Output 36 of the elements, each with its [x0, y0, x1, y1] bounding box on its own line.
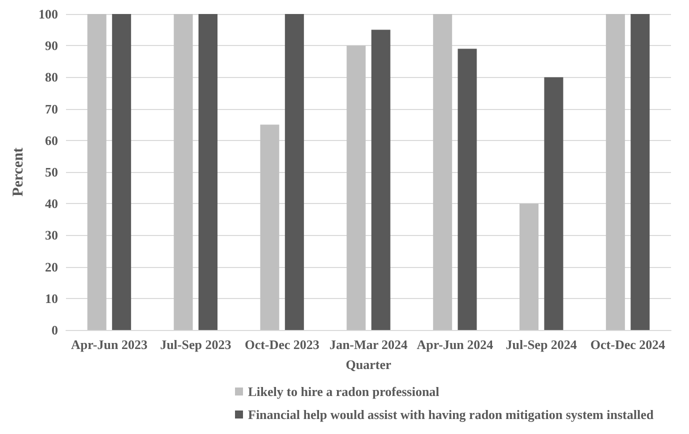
- bar: [371, 30, 390, 330]
- y-tick-label: 30: [45, 228, 58, 243]
- bar: [174, 14, 193, 330]
- bar: [198, 14, 218, 330]
- y-tick-label: 0: [52, 322, 58, 338]
- bar: [433, 14, 452, 330]
- x-tick-label: Jul-Sep 2024: [506, 337, 578, 352]
- bar: [606, 14, 625, 330]
- bar: [87, 14, 106, 330]
- bar: [544, 77, 564, 330]
- bar: [520, 204, 539, 330]
- bar: [630, 14, 650, 330]
- bar: [458, 48, 477, 330]
- y-tick-label: 90: [45, 38, 58, 54]
- y-tick-label: 60: [45, 132, 58, 148]
- y-tick-label: 70: [45, 101, 58, 116]
- y-tick-label: 10: [45, 290, 58, 306]
- bar: [260, 124, 280, 330]
- y-tick-label: 20: [45, 259, 58, 274]
- legend-label: Financial help would assist with having radon mitigation system installed: [248, 407, 654, 422]
- bar: [284, 14, 304, 330]
- x-tick-label: Oct-Dec 2023: [244, 337, 320, 352]
- x-tick-label: Apr-Jun 2023: [70, 337, 148, 352]
- bar: [346, 46, 366, 330]
- y-tick-label: 80: [45, 70, 58, 85]
- y-tick-label: 50: [45, 164, 58, 180]
- legend-label: Likely to hire a radon professional: [248, 384, 440, 399]
- y-axis-title: Percent: [10, 148, 26, 196]
- x-tick-label: Jul-Sep 2023: [160, 337, 232, 352]
- y-tick-label: 100: [38, 6, 58, 22]
- y-tick-label: 40: [45, 196, 58, 212]
- x-axis-title: Quarter: [346, 357, 392, 372]
- x-tick-label: Apr-Jun 2024: [416, 337, 494, 352]
- x-tick-label: Oct-Dec 2024: [590, 337, 666, 352]
- x-tick-label: Jan-Mar 2024: [329, 337, 408, 352]
- bar: [112, 14, 132, 330]
